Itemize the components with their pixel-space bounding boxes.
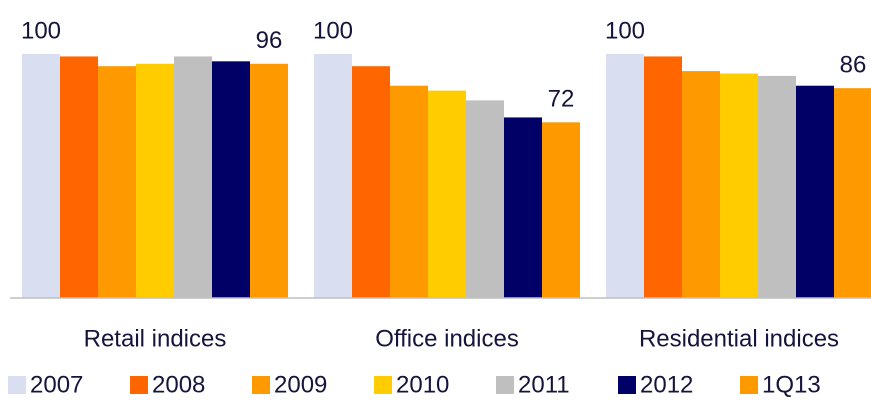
legend-label: 1Q13 [762, 371, 821, 398]
bar [98, 66, 136, 298]
legend-swatch [618, 376, 636, 394]
legend-swatch [740, 376, 758, 394]
bar [212, 61, 250, 298]
bar [22, 54, 60, 298]
legend-swatch [374, 376, 392, 394]
legend-swatch [8, 376, 26, 394]
value-label: 100 [313, 17, 353, 44]
value-label: 100 [21, 17, 61, 44]
bar [428, 90, 466, 298]
x-tick-label: Office indices [375, 325, 519, 352]
legend-label: 2008 [152, 371, 205, 398]
value-label: 86 [840, 52, 867, 79]
value-label: 72 [548, 86, 575, 113]
bar [834, 88, 871, 298]
legend-label: 2007 [30, 371, 83, 398]
legend-label: 2010 [396, 371, 449, 398]
bar [352, 66, 390, 298]
legend-label: 2012 [640, 371, 693, 398]
bar [314, 54, 352, 298]
legend-swatch [496, 376, 514, 394]
bar [250, 63, 288, 299]
bar [682, 71, 720, 298]
bar [136, 63, 174, 299]
bar [60, 56, 98, 298]
x-tick-label: Residential indices [639, 325, 839, 352]
x-tick-label: Retail indices [84, 325, 227, 352]
bar [720, 73, 758, 299]
bar [542, 122, 580, 298]
bar [174, 56, 212, 298]
legend-swatch [130, 376, 148, 394]
bar [758, 75, 796, 299]
value-label: 100 [605, 17, 645, 44]
bar [644, 56, 682, 298]
bar [466, 100, 504, 298]
legend-label: 2011 [518, 371, 570, 398]
legend-swatch [252, 376, 270, 394]
legend-label: 2009 [274, 371, 327, 398]
bar [390, 85, 428, 298]
bar [504, 117, 542, 298]
bar [606, 54, 644, 298]
bar [796, 85, 834, 298]
value-label: 96 [256, 27, 283, 54]
